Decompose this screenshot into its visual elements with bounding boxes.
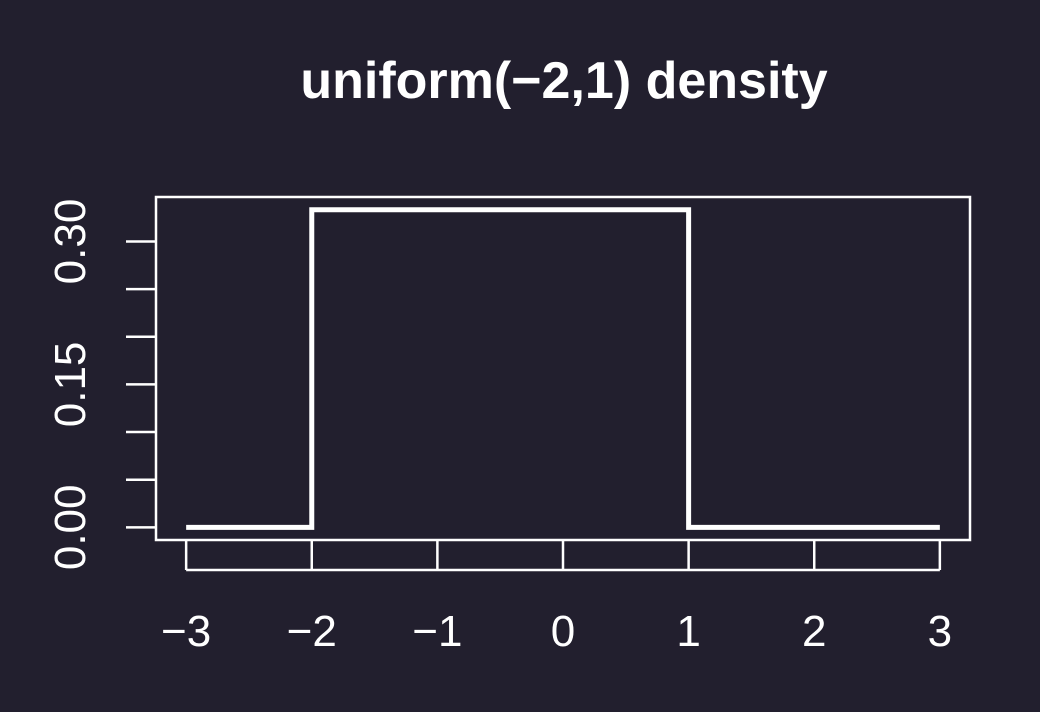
x-tick-label: 3 — [928, 607, 952, 656]
y-axis: 0.00 0.15 0.30 — [46, 199, 155, 570]
x-axis: −3 −2 −1 0 1 2 3 — [161, 541, 952, 656]
x-tick-label: −1 — [412, 607, 462, 656]
y-tick-label: 0.00 — [46, 485, 95, 571]
y-tick-label: 0.30 — [46, 199, 95, 285]
chart-title: uniform(−2,1) density — [300, 52, 827, 110]
density-line — [186, 207, 940, 530]
series-layer — [186, 207, 940, 530]
x-tick-label: 2 — [802, 607, 826, 656]
x-tick-label: −3 — [161, 607, 211, 656]
plot-frame — [154, 195, 972, 542]
x-tick-label: 0 — [551, 607, 575, 656]
x-tick-label: −2 — [287, 607, 337, 656]
y-tick-label: 0.15 — [46, 342, 95, 428]
x-tick-label: 1 — [676, 607, 700, 656]
